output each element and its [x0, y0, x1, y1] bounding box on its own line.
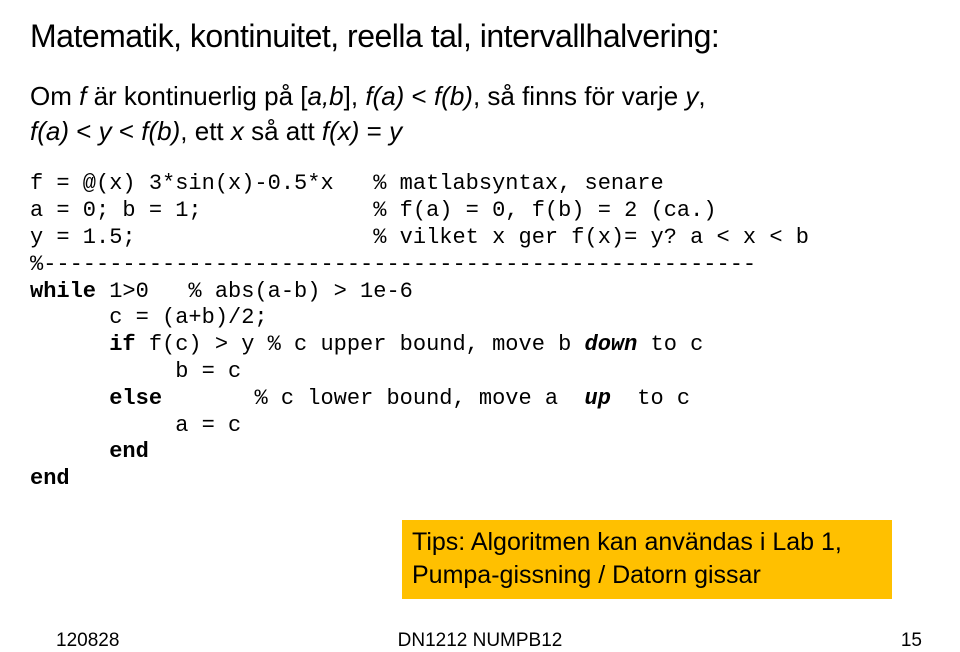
stmt-text: ,: [698, 81, 705, 111]
code-end-keyword: end: [109, 439, 149, 464]
code-line: f = @(x) 3*sin(x)-0.5*x: [30, 171, 373, 196]
tips-highlight: Tips: Algoritmen kan användas i Lab 1, P…: [402, 520, 892, 599]
stmt-lt: <: [69, 116, 99, 146]
code-line: to c: [611, 386, 690, 411]
code-line: b = c: [30, 359, 241, 384]
stmt-fx: f(x): [322, 116, 360, 146]
code-line: a = 0; b = 1;: [30, 198, 373, 223]
code-line: 1>0 % abs(a-b) > 1e-6: [96, 279, 413, 304]
code-indent: [30, 386, 109, 411]
stmt-text: , ett: [180, 116, 231, 146]
tips-line1: Tips: Algoritmen kan användas i Lab 1,: [412, 526, 882, 559]
stmt-text: , så finns för varje: [473, 81, 685, 111]
stmt-fb2: f(b): [141, 116, 180, 146]
stmt-text: ],: [344, 81, 366, 111]
code-indent: [30, 439, 109, 464]
code-divider: %---------------------------------------…: [30, 252, 756, 277]
code-line: c = (a+b)/2;: [30, 305, 268, 330]
code-comment: % vilket x ger f(x)= y? a < x < b: [373, 225, 809, 250]
stmt-eq: =: [359, 116, 389, 146]
stmt-lt: <: [112, 116, 142, 146]
page-title: Matematik, kontinuitet, reella tal, inte…: [30, 18, 930, 55]
stmt-y: y: [685, 81, 698, 111]
stmt-ab: a,b: [307, 81, 343, 111]
code-line: a = c: [30, 413, 241, 438]
stmt-y3: y: [389, 116, 402, 146]
footer-page: 15: [901, 630, 922, 652]
code-line: to c: [637, 332, 703, 357]
code-down-keyword: down: [585, 332, 638, 357]
stmt-y2: y: [99, 116, 112, 146]
stmt-fa: f(a): [365, 81, 404, 111]
stmt-lt: <: [404, 81, 434, 111]
stmt-text: så att: [244, 116, 322, 146]
code-else-keyword: else: [109, 386, 162, 411]
code-up-keyword: up: [585, 386, 611, 411]
code-end-keyword: end: [30, 466, 70, 491]
code-comment: % matlabsyntax, senare: [373, 171, 663, 196]
code-line: f(c) > y % c upper bound, move b: [136, 332, 585, 357]
stmt-text: är kontinuerlig på [: [86, 81, 307, 111]
code-comment: % f(a) = 0, f(b) = 2 (ca.): [373, 198, 716, 223]
code-line: % c lower bound, move a: [162, 386, 584, 411]
code-if-keyword: if: [109, 332, 135, 357]
code-while-keyword: while: [30, 279, 96, 304]
stmt-fb: f(b): [434, 81, 473, 111]
code-block: f = @(x) 3*sin(x)-0.5*x % matlabsyntax, …: [30, 171, 930, 493]
footer-course: DN1212 NUMPB12: [0, 630, 960, 652]
tips-line2: Pumpa-gissning / Datorn gissar: [412, 559, 882, 592]
stmt-fa2: f(a): [30, 116, 69, 146]
stmt-x: x: [231, 116, 244, 146]
code-line: y = 1.5;: [30, 225, 373, 250]
stmt-text: Om: [30, 81, 79, 111]
code-indent: [30, 332, 109, 357]
theorem-statement: Om f är kontinuerlig på [a,b], f(a) < f(…: [30, 79, 930, 149]
